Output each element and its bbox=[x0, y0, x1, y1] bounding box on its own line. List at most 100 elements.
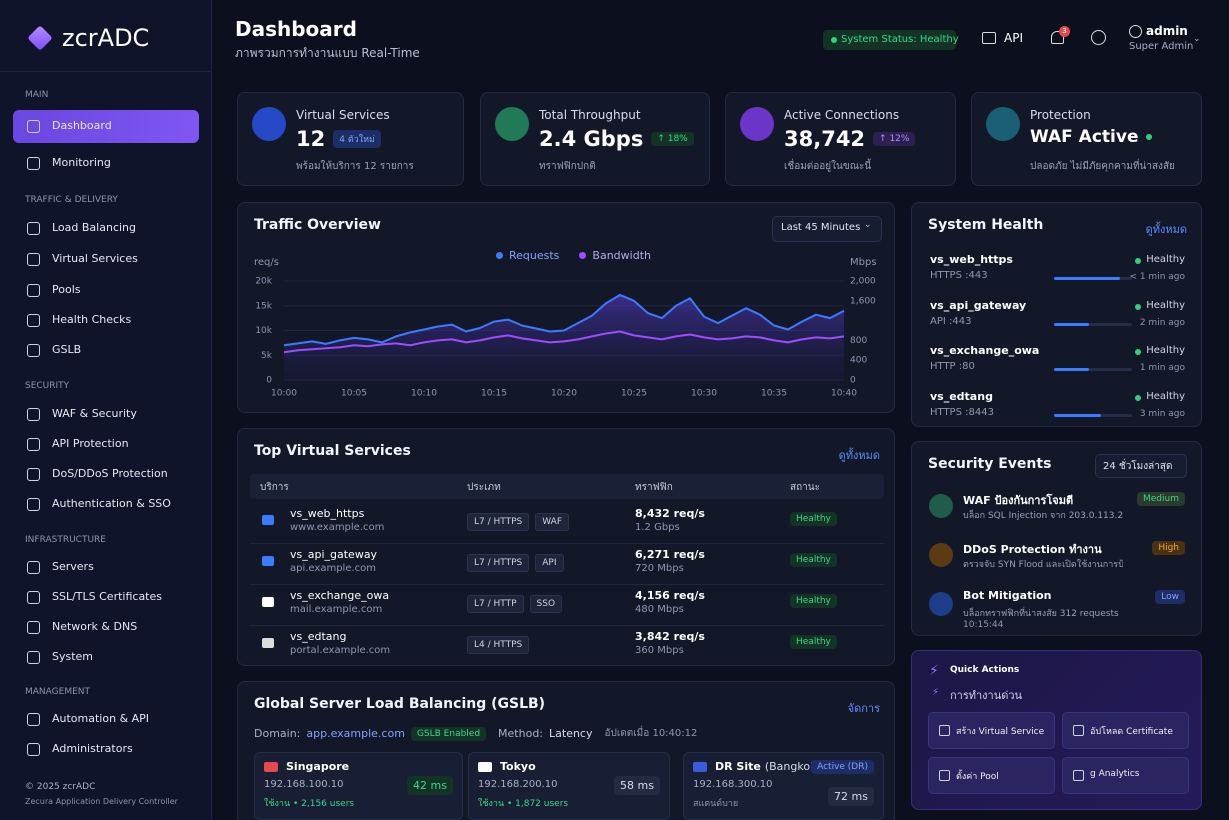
button-label[interactable]: สร้าง Virtual Service bbox=[956, 727, 1045, 737]
site-latency: 72 ms bbox=[828, 787, 874, 806]
nav-icon bbox=[27, 120, 40, 133]
brand: zcrADC bbox=[62, 24, 150, 52]
service-name[interactable]: vs_api_gateway bbox=[290, 548, 378, 561]
nav-item[interactable]: Health Checks bbox=[52, 313, 132, 326]
gslb-info: Domain: app.example.com GSLB Enabled Method… bbox=[254, 726, 697, 741]
user-icon[interactable] bbox=[1129, 25, 1142, 38]
range-select[interactable] bbox=[1095, 454, 1187, 478]
button-label[interactable]: อัปโหลด Certificate bbox=[1090, 727, 1173, 737]
kpi-value: 12 bbox=[296, 127, 326, 151]
kpi-label: Active Connections bbox=[784, 108, 900, 122]
site-status: ใช้งาน • 1,872 users bbox=[478, 799, 569, 809]
user-caret[interactable]: ⌄ bbox=[1193, 34, 1201, 44]
site-name-row: Tokyo bbox=[500, 760, 536, 773]
manage-link[interactable]: จัดการ bbox=[847, 702, 880, 715]
x-tick-label: 10:35 bbox=[761, 389, 787, 399]
service-name[interactable]: vs_web_https bbox=[290, 507, 365, 520]
button-label[interactable]: g Analytics bbox=[1090, 769, 1140, 779]
help-icon[interactable] bbox=[1091, 30, 1106, 45]
check-time: < 1 min ago bbox=[1129, 272, 1185, 282]
nav-item[interactable]: WAF & Security bbox=[52, 407, 137, 420]
nav-section-title: SECURITY bbox=[25, 381, 70, 391]
service-host: portal.example.com bbox=[290, 645, 391, 656]
kpi-label: Virtual Services bbox=[296, 108, 390, 122]
nav-item[interactable]: Administrators bbox=[52, 742, 133, 755]
range-select-text[interactable]: Last 45 Minutes bbox=[781, 222, 861, 233]
view-all-link[interactable]: ดูทั้งหมด bbox=[1145, 223, 1187, 236]
nav-item[interactable]: Authentication & SSO bbox=[52, 497, 171, 510]
kpi-icon bbox=[495, 107, 529, 141]
nav-item[interactable]: DoS/DDoS Protection bbox=[52, 467, 168, 480]
nav-item[interactable]: Servers bbox=[52, 560, 94, 573]
site-status: สแตนด์บาย bbox=[693, 799, 739, 809]
line bbox=[283, 330, 845, 354]
nav-item[interactable]: Virtual Services bbox=[52, 252, 138, 265]
page-subtitle: ภาพรวมการทำงานแบบ Real-Time bbox=[235, 46, 420, 60]
service-bandwidth: 360 Mbps bbox=[635, 645, 684, 656]
nav-item[interactable]: API Protection bbox=[52, 437, 129, 450]
health-status: Healthy bbox=[1146, 299, 1185, 311]
domain-label: Domain: bbox=[254, 727, 301, 740]
user-name[interactable]: admin bbox=[1146, 24, 1188, 38]
kpi-icon bbox=[986, 107, 1020, 141]
kpi-sub: พร้อมให้บริการ 12 รายการ bbox=[296, 161, 414, 172]
service-name[interactable]: vs_exchange_owa bbox=[290, 589, 390, 602]
y2-tick-label: 1,600 bbox=[850, 296, 876, 306]
tag: SSO bbox=[529, 595, 563, 613]
server-port: API :443 bbox=[930, 315, 972, 327]
button-label[interactable]: ตั้งค่า Pool bbox=[956, 772, 999, 782]
updated: อัปเดตเมื่อ 10:40:12 bbox=[604, 728, 698, 739]
quick-action-button[interactable]: g Analytics bbox=[1062, 757, 1189, 794]
kpi-badge: ↑ 18% bbox=[651, 132, 694, 146]
service-icon bbox=[262, 556, 274, 566]
api-link[interactable]: API bbox=[1004, 31, 1023, 45]
load-bar bbox=[1054, 368, 1090, 371]
nav-item[interactable]: Dashboard bbox=[52, 119, 112, 132]
api-icon[interactable] bbox=[982, 32, 996, 44]
nav-item[interactable]: Load Balancing bbox=[52, 221, 136, 234]
bell-icon[interactable] bbox=[1051, 31, 1064, 44]
service-bandwidth: 480 Mbps bbox=[635, 604, 684, 615]
server-name: vs_web_https bbox=[930, 253, 1013, 266]
service-name[interactable]: vs_edtang bbox=[290, 630, 347, 643]
gslb-card: Global Server Load Balancing (GSLB) จัดกา… bbox=[237, 681, 895, 820]
quick-action-button[interactable]: ตั้งค่า Pool bbox=[928, 757, 1055, 794]
nav-item[interactable]: System bbox=[52, 650, 94, 663]
x-tick-label: 10:40 bbox=[831, 389, 857, 399]
nav-icon bbox=[27, 314, 40, 327]
service-bandwidth: 720 Mbps bbox=[635, 563, 684, 574]
nav-active-bg bbox=[13, 110, 199, 143]
kpi-card: Virtual Services 12 4 ตัวใหม่ พร้อมให้บริกา… bbox=[237, 92, 464, 186]
site-ip: 192.168.300.10 bbox=[693, 779, 773, 790]
bolt-icon: ⚡ bbox=[929, 663, 939, 679]
nav-icon bbox=[27, 157, 40, 170]
legend-label: Requests bbox=[509, 249, 560, 262]
y-axis-label: req/s bbox=[254, 257, 279, 268]
load-bar bbox=[1054, 413, 1101, 417]
flag bbox=[264, 762, 278, 772]
nav-item[interactable]: SSL/TLS Certificates bbox=[52, 590, 162, 603]
nav-item[interactable]: Network & DNS bbox=[52, 620, 138, 633]
nav-item[interactable]: Automation & API bbox=[52, 712, 150, 725]
column-header: บริการ bbox=[260, 482, 289, 493]
view-all-link[interactable]: ดูทั้งหมด bbox=[838, 449, 880, 462]
nav-item[interactable]: GSLB bbox=[52, 343, 82, 356]
tag: L7 / HTTP bbox=[467, 595, 524, 613]
quick-actions-card: ⚡ Quick Actions ⚡ การทำงานด่วน สร้าง Virtual… bbox=[911, 650, 1202, 810]
quick-action-button[interactable]: อัปโหลด Certificate bbox=[1062, 712, 1189, 749]
tag: L4 / HTTPS bbox=[467, 636, 530, 654]
bolt-small: ⚡ bbox=[932, 687, 940, 698]
range-select[interactable] bbox=[772, 216, 882, 242]
range-select-text[interactable]: 24 ชั่วโมงล่าสุด bbox=[1103, 461, 1173, 472]
y-tick-label: 10k bbox=[255, 326, 272, 336]
event-time: 10:15:44 bbox=[963, 620, 1004, 630]
event-icon bbox=[929, 494, 953, 518]
nav-item[interactable]: Pools bbox=[52, 283, 81, 296]
quick-action-button[interactable]: สร้าง Virtual Service bbox=[928, 712, 1055, 749]
nav-item[interactable]: Monitoring bbox=[52, 156, 111, 169]
button-icon bbox=[1073, 725, 1084, 736]
tags: L7 / HTTP SSO bbox=[467, 595, 563, 613]
nav-icon bbox=[27, 713, 40, 726]
footer-copyright: © 2025 zcrADC bbox=[25, 782, 96, 792]
